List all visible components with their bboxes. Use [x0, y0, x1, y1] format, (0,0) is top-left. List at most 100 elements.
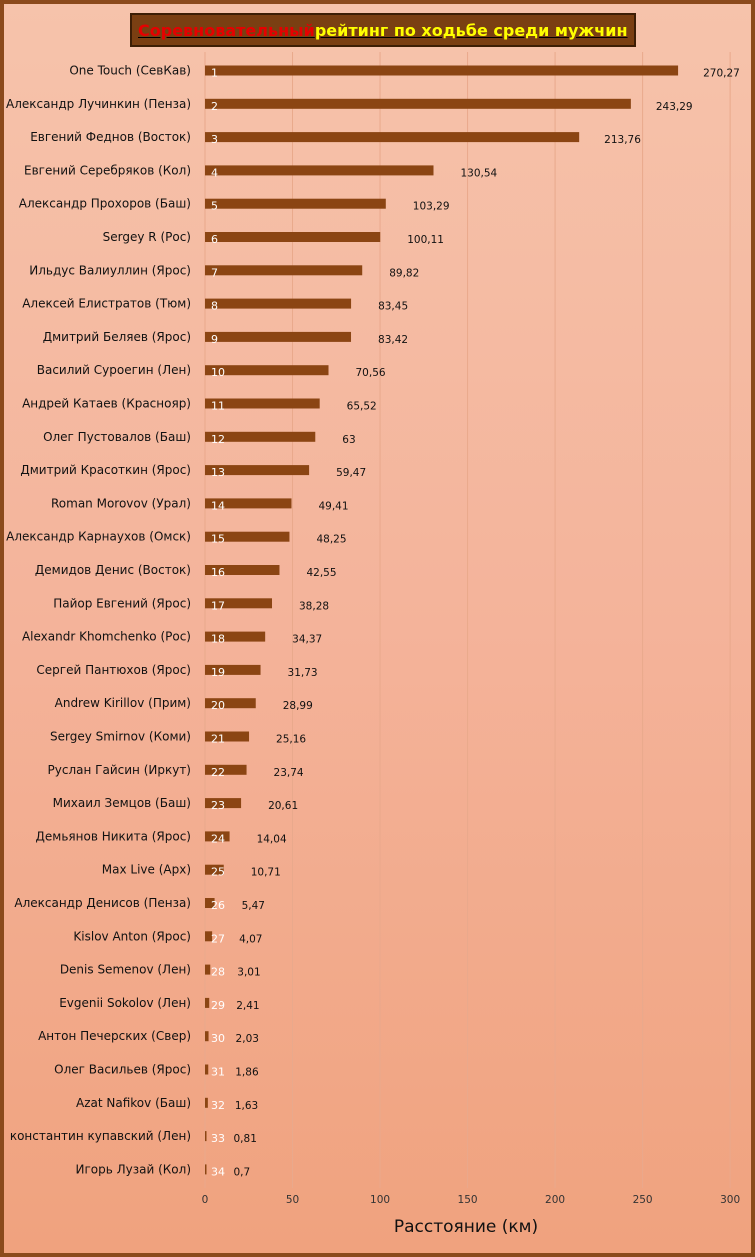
value-label: 20,61 [268, 800, 298, 812]
category-label: константин купавский (Лен) [10, 1129, 191, 1143]
category-label: Max Live (Арх) [102, 863, 191, 877]
value-label: 34,37 [292, 634, 322, 646]
category-label: Alexandr Khomchenko (Рос) [22, 630, 191, 644]
rank-label: 12 [211, 433, 225, 446]
category-label: Александр Прохоров (Баш) [19, 197, 191, 211]
rank-label: 23 [211, 799, 225, 812]
bar [205, 98, 631, 109]
bar [205, 1064, 209, 1075]
rank-label: 30 [211, 1032, 225, 1045]
category-label: Ильдус Валиуллин (Ярос) [29, 263, 191, 277]
value-label: 100,11 [407, 234, 444, 246]
rank-label: 11 [211, 400, 225, 413]
category-label: Пайор Евгений (Ярос) [53, 596, 191, 610]
value-label: 0,7 [234, 1166, 251, 1178]
value-label: 243,29 [656, 101, 693, 113]
category-label: Игорь Лузай (Кол) [76, 1162, 192, 1176]
category-label: Антон Печерских (Свер) [38, 1029, 191, 1043]
rank-label: 32 [211, 1099, 225, 1112]
bar [205, 165, 434, 176]
rank-label: 1 [211, 67, 218, 80]
bar [205, 232, 381, 242]
category-label: Сергей Пантюхов (Ярос) [36, 663, 191, 677]
bar [205, 198, 386, 209]
x-tick-label: 100 [370, 1194, 390, 1206]
bar [205, 764, 247, 775]
rank-label: 24 [211, 832, 225, 845]
bar [205, 265, 363, 276]
rank-label: 28 [211, 966, 225, 979]
category-label: Олег Васильев (Ярос) [54, 1063, 191, 1077]
category-label: Демьянов Никита (Ярос) [36, 829, 191, 843]
category-label: Алексей Елистратов (Тюм) [22, 297, 191, 311]
value-label: 38,28 [299, 600, 329, 612]
x-tick-label: 300 [720, 1194, 740, 1206]
bar [205, 631, 266, 642]
value-label: 89,82 [389, 267, 419, 279]
rank-label: 17 [211, 599, 225, 612]
value-label: 103,29 [413, 201, 450, 213]
bar [205, 1131, 207, 1142]
rank-label: 29 [211, 999, 225, 1012]
category-label: Александр Карнаухов (Омск) [6, 530, 191, 544]
x-tick-label: 150 [458, 1194, 478, 1206]
category-label: Василий Суроегин (Лен) [37, 363, 191, 377]
rank-label: 19 [211, 666, 225, 679]
category-label: Андрей Катаев (Краснояр) [22, 397, 191, 411]
category-label: Михаил Земцов (Баш) [53, 796, 191, 810]
category-label: Kislov Anton (Ярос) [73, 929, 191, 943]
bar [205, 465, 310, 476]
value-label: 42,55 [306, 567, 336, 579]
bar [205, 698, 256, 709]
bar [205, 664, 261, 675]
rank-label: 33 [211, 1132, 225, 1145]
rank-label: 14 [211, 499, 225, 512]
bar [205, 831, 230, 842]
bar [205, 331, 352, 342]
rank-label: 2 [211, 100, 218, 113]
bar [205, 864, 224, 875]
category-label: Александр Лучинкин (Пенза) [6, 97, 191, 111]
value-label: 25,16 [276, 734, 306, 746]
value-label: 2,41 [236, 1000, 259, 1012]
category-label: Sergey R (Рос) [103, 230, 191, 244]
value-label: 59,47 [336, 467, 366, 479]
value-label: 23,74 [274, 767, 304, 779]
value-label: 28,99 [283, 700, 313, 712]
chart-title: Соревновательный рейтинг по ходьбе среди… [130, 13, 636, 47]
bar [205, 997, 210, 1008]
rank-label: 3 [211, 133, 218, 146]
category-label: Олег Пустовалов (Баш) [43, 430, 191, 444]
value-label: 63 [342, 434, 355, 446]
rank-label: 13 [211, 466, 225, 479]
bar [205, 598, 273, 609]
rank-label: 4 [211, 166, 218, 179]
category-label: Дмитрий Беляев (Ярос) [43, 330, 191, 344]
rank-label: 9 [211, 333, 218, 346]
value-label: 270,27 [703, 68, 740, 80]
rank-label: 8 [211, 300, 218, 313]
bar [205, 731, 250, 742]
bar [205, 1164, 207, 1175]
category-label: Denis Semenov (Лен) [60, 963, 191, 977]
value-label: 49,41 [318, 500, 348, 512]
category-label: Евгений Серебряков (Кол) [24, 163, 191, 177]
rank-label: 27 [211, 932, 225, 945]
bar [205, 398, 320, 409]
rank-label: 20 [211, 699, 225, 712]
bar [205, 65, 679, 76]
category-label: Andrew Kirillov (Прим) [55, 696, 191, 710]
category-label: Руслан Гайсин (Иркут) [48, 763, 191, 777]
bar [205, 431, 316, 442]
bar [205, 931, 213, 942]
bar [205, 898, 215, 908]
bar [205, 1097, 208, 1108]
category-label: Дмитрий Красоткин (Ярос) [20, 463, 191, 477]
bar [205, 1031, 209, 1042]
value-label: 213,76 [604, 134, 641, 146]
x-tick-label: 200 [545, 1194, 565, 1206]
value-label: 83,42 [378, 334, 408, 346]
rank-label: 26 [211, 899, 225, 912]
